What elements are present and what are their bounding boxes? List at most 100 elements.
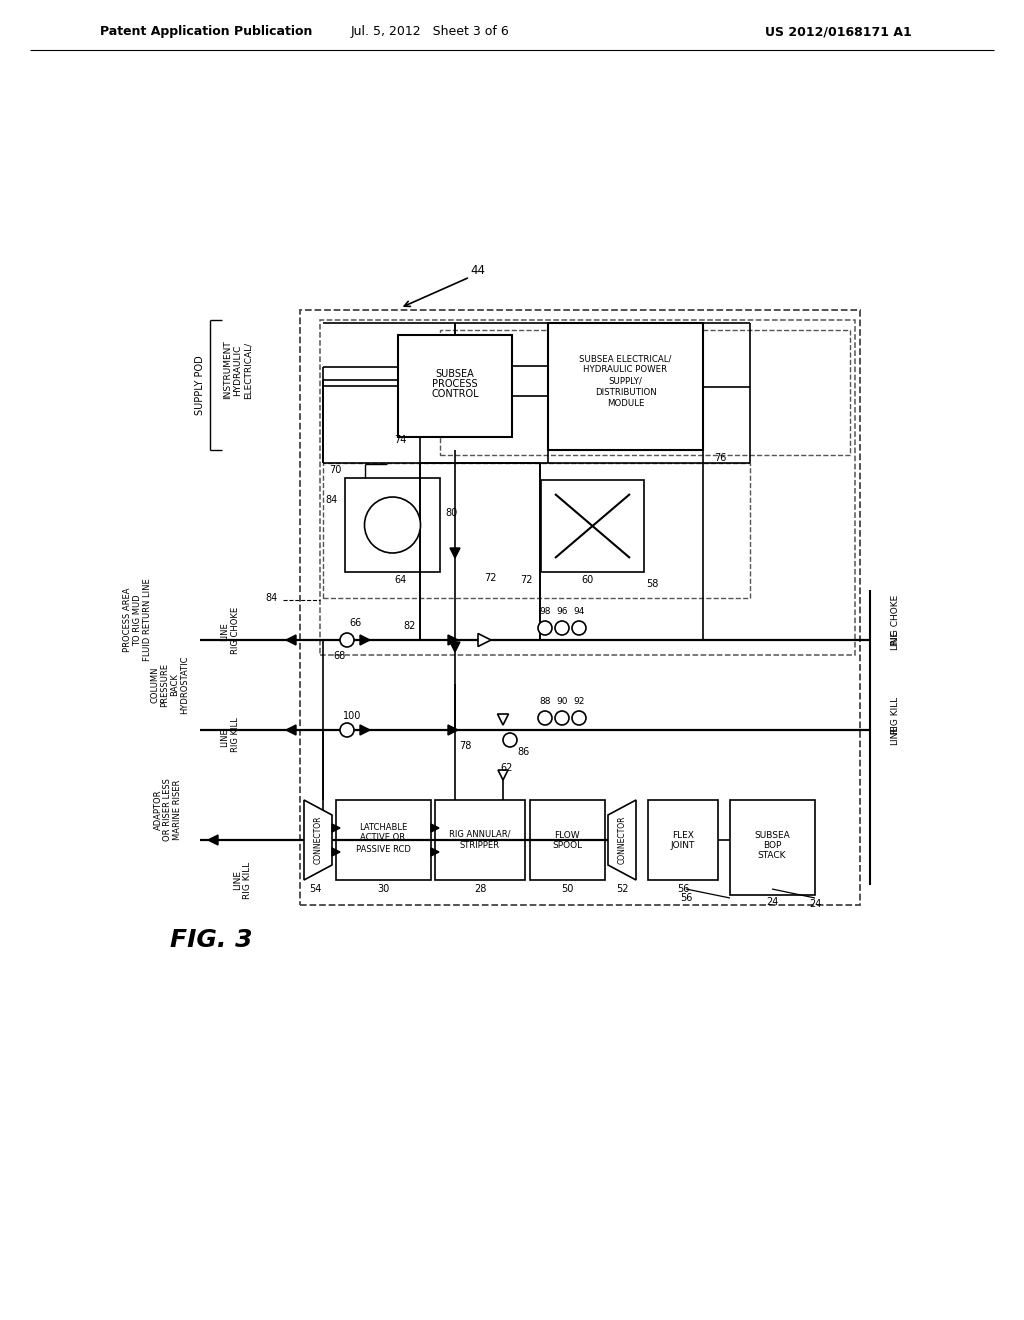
Polygon shape: [360, 635, 370, 645]
Text: DISTRIBUTION: DISTRIBUTION: [595, 388, 656, 397]
Text: SUPPLY POD: SUPPLY POD: [195, 355, 205, 414]
Text: 74: 74: [394, 436, 407, 445]
Circle shape: [572, 620, 586, 635]
Circle shape: [538, 620, 552, 635]
Text: 50: 50: [561, 884, 573, 894]
Bar: [648, 800, 718, 880]
Text: 56: 56: [677, 884, 689, 894]
Text: 68: 68: [334, 651, 346, 661]
Circle shape: [572, 711, 586, 725]
Text: FIG. 3: FIG. 3: [170, 928, 253, 952]
Text: 62: 62: [501, 763, 513, 774]
Text: SUBSEA ELECTRICAL/: SUBSEA ELECTRICAL/: [580, 354, 672, 363]
Text: 58: 58: [646, 579, 658, 589]
Text: FLEX: FLEX: [672, 830, 694, 840]
Text: 56: 56: [680, 894, 692, 903]
Bar: [398, 335, 512, 437]
Polygon shape: [360, 725, 370, 735]
Text: 64: 64: [394, 576, 407, 585]
Bar: [435, 800, 525, 880]
Polygon shape: [498, 714, 509, 725]
Text: 30: 30: [377, 884, 389, 894]
Text: RIG KILL: RIG KILL: [230, 718, 240, 752]
Text: MODULE: MODULE: [607, 399, 644, 408]
Polygon shape: [498, 770, 508, 780]
Text: BOP: BOP: [763, 841, 781, 850]
Text: LINE: LINE: [891, 630, 899, 649]
Text: CONTROL: CONTROL: [431, 389, 479, 399]
Text: LINE: LINE: [891, 725, 899, 744]
Text: 52: 52: [615, 884, 629, 894]
Text: 70: 70: [329, 465, 341, 475]
Polygon shape: [431, 847, 439, 855]
Polygon shape: [431, 824, 439, 832]
Polygon shape: [286, 635, 296, 645]
Text: 54: 54: [309, 884, 322, 894]
Bar: [336, 800, 431, 880]
Bar: [440, 330, 850, 455]
Text: ADAPTOR: ADAPTOR: [154, 789, 163, 830]
Text: PROCESS AREA: PROCESS AREA: [124, 587, 132, 652]
Text: LINE: LINE: [233, 870, 243, 890]
Bar: [323, 463, 750, 598]
Text: 84: 84: [326, 495, 338, 506]
Text: COLUMN: COLUMN: [151, 667, 160, 704]
Text: RIG CHOKE: RIG CHOKE: [891, 595, 899, 645]
Text: OR RISER LESS: OR RISER LESS: [164, 779, 172, 841]
Text: STACK: STACK: [758, 850, 786, 859]
Text: 44: 44: [470, 264, 485, 276]
Text: RIG CHOKE: RIG CHOKE: [230, 606, 240, 653]
Text: HYDROSTATIC: HYDROSTATIC: [180, 656, 189, 714]
Text: SUBSEA: SUBSEA: [435, 370, 474, 379]
Circle shape: [503, 733, 517, 747]
Text: BACK: BACK: [171, 673, 179, 697]
Text: 24: 24: [809, 899, 821, 909]
Circle shape: [538, 711, 552, 725]
Text: 94: 94: [573, 607, 585, 616]
Text: PRESSURE: PRESSURE: [161, 663, 170, 708]
Text: 72: 72: [520, 576, 532, 585]
Bar: [300, 310, 860, 906]
Polygon shape: [478, 634, 490, 647]
Text: MARINE RISER: MARINE RISER: [173, 780, 182, 841]
Text: FLOW: FLOW: [554, 830, 580, 840]
Circle shape: [555, 620, 569, 635]
Text: Patent Application Publication: Patent Application Publication: [100, 25, 312, 38]
Text: LATCHABLE: LATCHABLE: [358, 822, 408, 832]
Circle shape: [340, 634, 354, 647]
Text: LINE: LINE: [220, 729, 229, 747]
Text: FLUID RETURN LINE: FLUID RETURN LINE: [143, 578, 153, 661]
Text: 90: 90: [556, 697, 567, 706]
Bar: [541, 480, 644, 572]
Bar: [530, 800, 605, 880]
Bar: [548, 323, 703, 450]
Text: RIG KILL: RIG KILL: [244, 862, 253, 899]
Circle shape: [340, 723, 354, 737]
Text: STRIPPER: STRIPPER: [460, 841, 500, 850]
Text: 80: 80: [445, 508, 458, 517]
Text: 28: 28: [474, 884, 486, 894]
Polygon shape: [208, 836, 218, 845]
Text: RIG KILL: RIG KILL: [891, 697, 899, 734]
Bar: [319, 319, 855, 655]
Text: 24: 24: [766, 898, 778, 907]
Text: 76: 76: [714, 453, 726, 463]
Polygon shape: [332, 847, 340, 855]
Text: 88: 88: [540, 697, 551, 706]
Polygon shape: [332, 824, 340, 832]
Text: 84: 84: [266, 593, 278, 603]
Polygon shape: [450, 642, 460, 652]
Text: HYDRAULIC POWER: HYDRAULIC POWER: [584, 366, 668, 374]
Text: 78: 78: [459, 741, 471, 751]
Bar: [345, 478, 440, 572]
Circle shape: [555, 711, 569, 725]
Polygon shape: [608, 800, 636, 880]
Text: CONNECTOR: CONNECTOR: [617, 816, 627, 865]
Text: US 2012/0168171 A1: US 2012/0168171 A1: [765, 25, 911, 38]
Bar: [730, 800, 815, 895]
Text: 66: 66: [349, 618, 361, 628]
Text: Jul. 5, 2012   Sheet 3 of 6: Jul. 5, 2012 Sheet 3 of 6: [350, 25, 509, 38]
Polygon shape: [449, 725, 458, 735]
Polygon shape: [450, 548, 460, 558]
Text: ACTIVE OR: ACTIVE OR: [360, 833, 406, 842]
